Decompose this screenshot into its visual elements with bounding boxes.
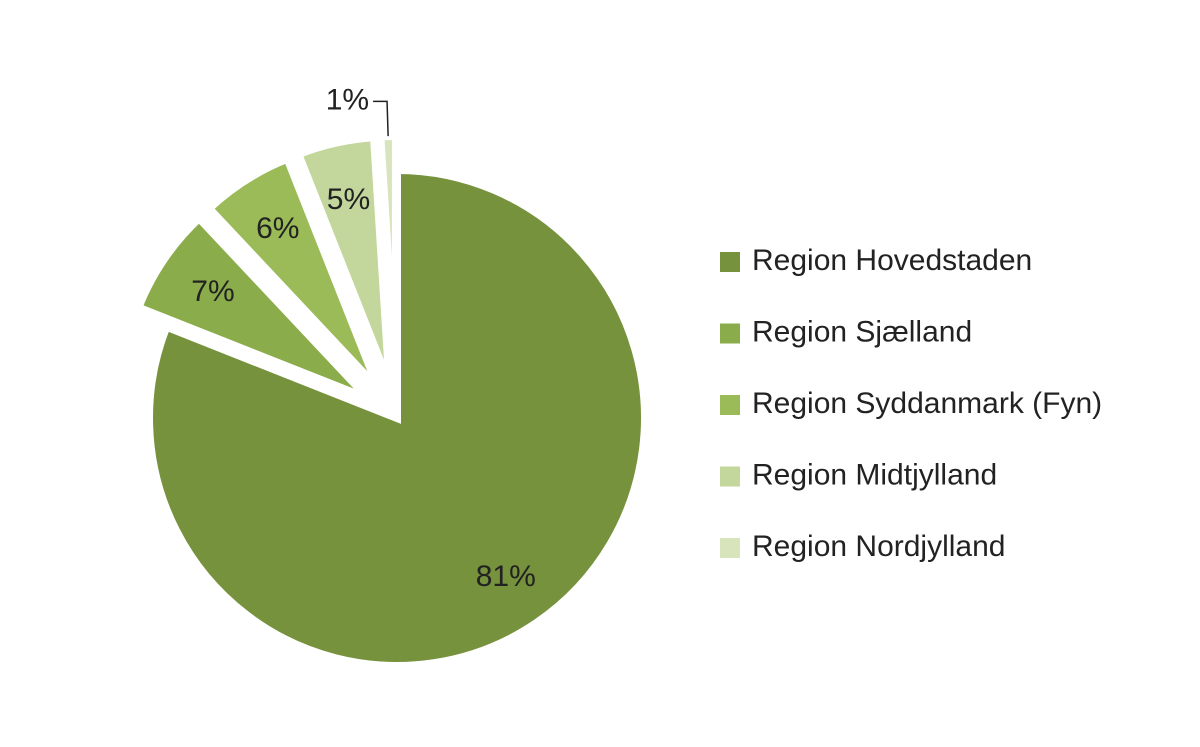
- legend-label: Region Sjælland: [752, 315, 972, 348]
- pie-slice: [293, 133, 394, 387]
- legend-swatch: [720, 323, 740, 344]
- data-label: 6%: [256, 212, 299, 245]
- data-label: 81%: [476, 560, 536, 593]
- data-label: 7%: [191, 275, 234, 308]
- legend-label: Region Nordjylland: [752, 530, 1005, 563]
- data-label: 1%: [326, 83, 369, 116]
- pie-slice: [376, 132, 400, 385]
- legend-swatch: [720, 466, 740, 487]
- data-label: 5%: [327, 183, 370, 216]
- legend-label: Region Syddanmark (Fyn): [752, 387, 1102, 420]
- pie-slice: [203, 153, 383, 393]
- legend-swatch: [720, 395, 740, 415]
- legend-swatch: [720, 252, 740, 272]
- pie-slice: [133, 212, 372, 403]
- legend-label: Region Hovedstaden: [752, 244, 1032, 277]
- legend-label: Region Midtjylland: [752, 458, 997, 491]
- legend-swatch: [720, 538, 740, 558]
- leader-line: [373, 100, 389, 137]
- pie-slice: [145, 165, 649, 670]
